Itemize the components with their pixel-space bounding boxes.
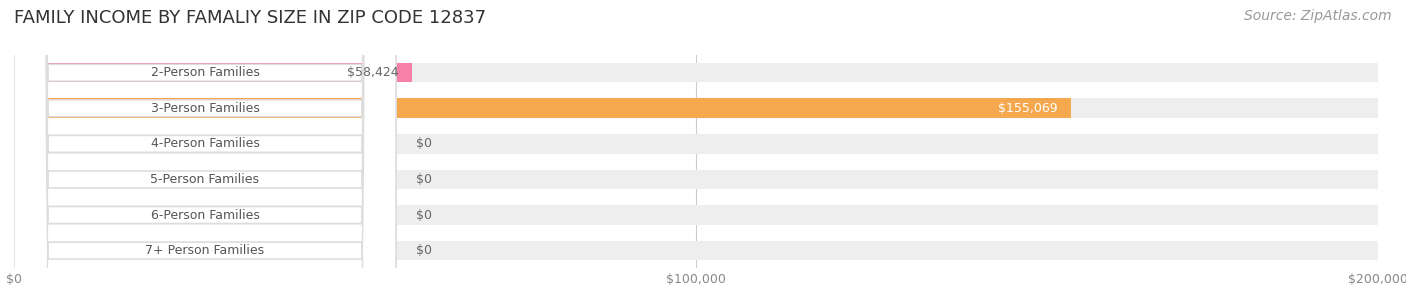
Text: 2-Person Families: 2-Person Families [150,66,260,79]
Bar [14,99,1071,118]
Text: Source: ZipAtlas.com: Source: ZipAtlas.com [1244,9,1392,23]
Text: $0: $0 [416,244,433,257]
Text: 4-Person Families: 4-Person Families [150,137,260,150]
Bar [14,205,1378,225]
Text: $0: $0 [416,173,433,186]
FancyBboxPatch shape [14,0,396,305]
Text: $0: $0 [416,137,433,150]
FancyBboxPatch shape [14,0,396,305]
Text: $155,069: $155,069 [998,102,1057,115]
Text: $0: $0 [416,209,433,221]
Bar [14,134,1378,154]
Bar [14,63,1378,82]
Bar [14,63,412,82]
Text: 3-Person Families: 3-Person Families [150,102,260,115]
FancyBboxPatch shape [14,0,396,305]
Bar [14,241,1378,260]
FancyBboxPatch shape [14,0,396,305]
Bar [14,170,1378,189]
Bar [14,99,1378,118]
Text: $58,424: $58,424 [347,66,399,79]
Text: 6-Person Families: 6-Person Families [150,209,260,221]
FancyBboxPatch shape [14,0,396,305]
Text: 7+ Person Families: 7+ Person Families [145,244,264,257]
FancyBboxPatch shape [14,0,396,305]
Text: 5-Person Families: 5-Person Families [150,173,260,186]
Text: FAMILY INCOME BY FAMALIY SIZE IN ZIP CODE 12837: FAMILY INCOME BY FAMALIY SIZE IN ZIP COD… [14,9,486,27]
